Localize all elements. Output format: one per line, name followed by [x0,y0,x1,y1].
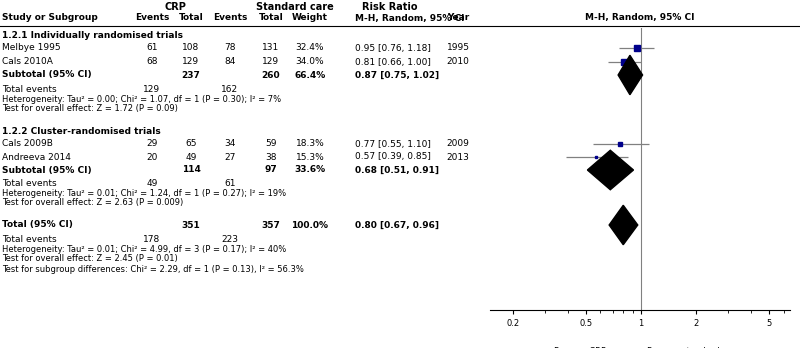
Text: 15.3%: 15.3% [296,152,324,161]
Text: Heterogeneity: Tau² = 0.01; Chi² = 4.99, df = 3 (P = 0.17); I² = 40%: Heterogeneity: Tau² = 0.01; Chi² = 4.99,… [2,245,286,253]
Text: 49: 49 [146,179,158,188]
Text: 34.0%: 34.0% [296,57,324,66]
Text: 2013: 2013 [446,152,470,161]
Text: Total (95% CI): Total (95% CI) [2,221,73,229]
Text: Study or Subgroup: Study or Subgroup [2,14,98,23]
Text: Total events: Total events [2,235,57,244]
Text: Test for subgroup differences: Chi² = 2.29, df = 1 (P = 0.13), I² = 56.3%: Test for subgroup differences: Chi² = 2.… [2,264,304,274]
Text: 61: 61 [146,44,158,53]
Text: 0.77 [0.55, 1.10]: 0.77 [0.55, 1.10] [355,140,431,149]
Text: 18.3%: 18.3% [296,140,324,149]
Text: Total: Total [178,14,203,23]
Text: M-H, Random, 95% CI: M-H, Random, 95% CI [586,13,694,22]
Text: 65: 65 [186,140,197,149]
Text: 260: 260 [262,71,280,79]
Text: 162: 162 [222,85,238,94]
Text: Events: Events [213,14,247,23]
Text: Test for overall effect: Z = 1.72 (P = 0.09): Test for overall effect: Z = 1.72 (P = 0… [2,104,178,113]
Text: Subtotal (95% CI): Subtotal (95% CI) [2,71,92,79]
Text: 223: 223 [222,235,238,244]
Text: 84: 84 [224,57,236,66]
Text: 32.4%: 32.4% [296,44,324,53]
Text: 351: 351 [182,221,200,229]
Text: M-H, Random, 95% CI: M-H, Random, 95% CI [355,14,465,23]
Text: CRP: CRP [164,2,186,12]
Text: 0.95 [0.76, 1.18]: 0.95 [0.76, 1.18] [355,44,431,53]
Text: 29: 29 [146,140,158,149]
Text: 68: 68 [146,57,158,66]
Text: 78: 78 [224,44,236,53]
Text: 129: 129 [262,57,279,66]
Text: 34: 34 [224,140,236,149]
Text: Risk Ratio: Risk Ratio [362,2,418,12]
Text: 0.81 [0.66, 1.00]: 0.81 [0.66, 1.00] [355,57,431,66]
Text: Standard care: Standard care [256,2,334,12]
Text: Events: Events [135,14,169,23]
Text: Heterogeneity: Tau² = 0.00; Chi² = 1.07, df = 1 (P = 0.30); I² = 7%: Heterogeneity: Tau² = 0.00; Chi² = 1.07,… [2,95,281,103]
Text: 2009: 2009 [446,140,470,149]
Text: Subtotal (95% CI): Subtotal (95% CI) [2,166,92,174]
Text: 237: 237 [182,71,201,79]
Text: 38: 38 [266,152,277,161]
Text: 97: 97 [265,166,278,174]
Text: 178: 178 [143,235,161,244]
Text: Cals 2010A: Cals 2010A [2,57,53,66]
Text: 1995: 1995 [446,44,470,53]
Text: Cals 2009B: Cals 2009B [2,140,53,149]
Text: 1.2.2 Cluster-randomised trials: 1.2.2 Cluster-randomised trials [2,127,161,135]
Text: Total: Total [258,14,283,23]
Text: Favours standard care: Favours standard care [647,347,741,348]
Polygon shape [587,150,634,190]
Text: 0.68 [0.51, 0.91]: 0.68 [0.51, 0.91] [355,166,439,174]
Text: 114: 114 [182,166,201,174]
Polygon shape [618,55,642,95]
Text: 59: 59 [266,140,277,149]
Text: 61: 61 [224,179,236,188]
Text: Test for overall effect: Z = 2.45 (P = 0.01): Test for overall effect: Z = 2.45 (P = 0… [2,254,178,263]
Text: 129: 129 [143,85,161,94]
Text: 0.57 [0.39, 0.85]: 0.57 [0.39, 0.85] [355,152,431,161]
Text: Melbye 1995: Melbye 1995 [2,44,61,53]
Text: 357: 357 [262,221,281,229]
Text: Favours CRP: Favours CRP [554,347,606,348]
Text: Heterogeneity: Tau² = 0.01; Chi² = 1.24, df = 1 (P = 0.27); I² = 19%: Heterogeneity: Tau² = 0.01; Chi² = 1.24,… [2,189,286,198]
Text: 1.2.1 Individually randomised trials: 1.2.1 Individually randomised trials [2,31,183,40]
Text: Total events: Total events [2,179,57,188]
Text: 0.80 [0.67, 0.96]: 0.80 [0.67, 0.96] [355,221,439,229]
Text: 49: 49 [186,152,197,161]
Text: 0.87 [0.75, 1.02]: 0.87 [0.75, 1.02] [355,71,439,79]
Text: 131: 131 [262,44,280,53]
Text: 27: 27 [224,152,236,161]
Text: Weight: Weight [292,14,328,23]
Polygon shape [609,205,638,245]
Text: 20: 20 [146,152,158,161]
Text: Test for overall effect: Z = 2.63 (P = 0.009): Test for overall effect: Z = 2.63 (P = 0… [2,198,183,207]
Text: 100.0%: 100.0% [291,221,329,229]
Text: 66.4%: 66.4% [294,71,326,79]
Text: Year: Year [447,14,469,23]
Text: 2010: 2010 [446,57,470,66]
Text: 129: 129 [182,57,199,66]
Text: Andreeva 2014: Andreeva 2014 [2,152,71,161]
Text: Total events: Total events [2,85,57,94]
Text: 33.6%: 33.6% [294,166,326,174]
Text: 108: 108 [182,44,200,53]
